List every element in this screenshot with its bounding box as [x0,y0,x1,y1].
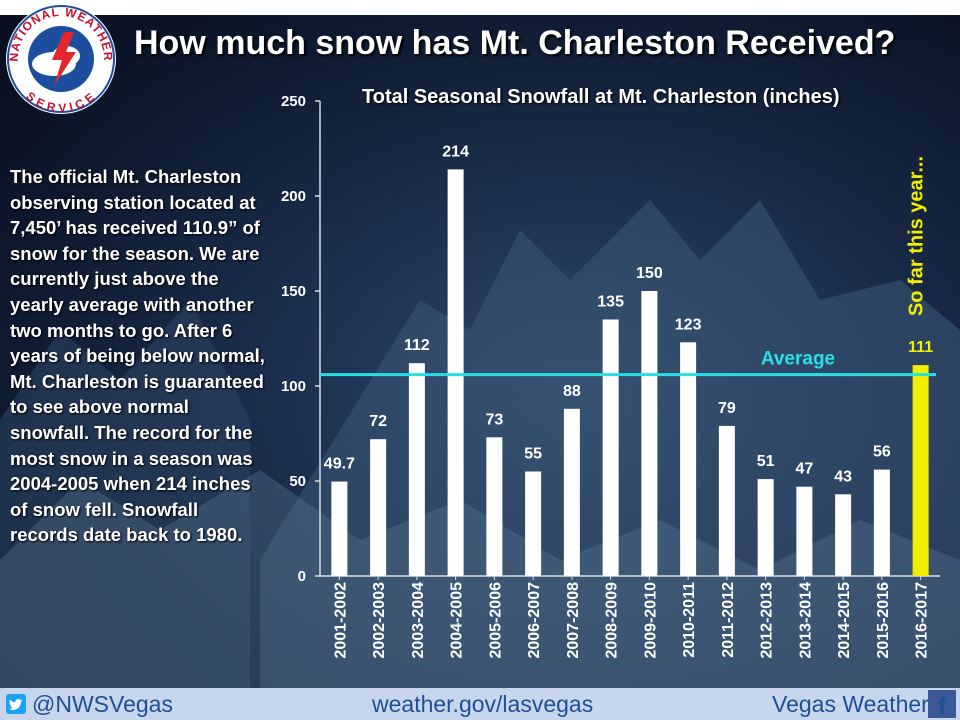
data-label: 150 [636,265,663,282]
bar [680,342,697,576]
data-label: 56 [873,444,891,461]
data-label: 135 [597,294,624,311]
data-label: 112 [404,337,430,354]
y-tick-label: 100 [281,378,306,395]
x-tick-label: 2014-2015 [836,582,853,659]
bar [602,319,619,576]
annotation-so-far: So far this year... [906,156,928,316]
snowfall-chart: 49.7 72 112 214 73 55 88 135 150 123 79 51 47 43 56 111… [281,93,940,659]
facebook-icon[interactable]: f [928,690,956,719]
y-tick-label: 200 [281,188,306,205]
bar [641,291,658,576]
x-tick-label: 2011-2012 [720,582,737,658]
data-label: 88 [563,383,581,400]
x-tick-label: 2002-2003 [371,582,388,659]
bar [718,425,735,576]
bar [835,494,852,576]
page-title: How much snow has Mt. Charleston Receive… [134,24,896,62]
x-tick-label: 2008-2009 [604,582,621,659]
bar [408,363,425,576]
bar [563,408,580,576]
facebook-page[interactable]: Vegas Weather [772,691,929,717]
bar [525,471,542,576]
x-tick-label: 2005-2006 [487,582,504,659]
chart-title: Total Seasonal Snowfall at Mt. Charlesto… [362,86,840,108]
x-tick-label: 2013-2014 [797,582,814,659]
x-tick-label: 2007-2008 [565,582,582,659]
data-label: 72 [369,413,387,430]
x-tick-label: 2012-2013 [759,582,776,659]
data-label: 47 [795,461,813,478]
bar [331,481,348,576]
y-tick-label: 0 [298,568,306,585]
top-bar [0,0,960,15]
data-label: 79 [718,400,736,417]
data-label: 214 [442,143,469,160]
data-label: 55 [524,446,542,463]
average-label: Average [761,349,835,370]
y-tick-label: 150 [281,283,306,300]
bar [486,437,503,576]
x-tick-label: 2009-2010 [642,582,659,659]
description-text: The official Mt. Charleston observing st… [10,166,265,546]
x-tick-label: 2016-2017 [914,582,931,659]
bar [757,479,774,576]
footer: @NWSVegas weather.gov/lasvegas Vegas Wea… [0,688,960,720]
bar [370,439,387,576]
twitter-icon[interactable] [6,694,26,714]
facebook-icon-letter: f [938,693,946,719]
bar [873,469,890,576]
website-link[interactable]: weather.gov/lasvegas [372,691,594,717]
y-tick-label: 50 [289,473,306,490]
x-tick-label: 2010-2011 [681,582,698,658]
bar-current-season [912,365,929,576]
data-label: 73 [485,411,503,428]
x-tick-label: 2006-2007 [526,582,543,659]
data-label: 43 [834,468,852,485]
bar [796,486,813,576]
x-tick-label: 2001-2002 [332,582,349,659]
x-tick-label: 2015-2016 [875,582,892,659]
nws-logo: NATIONAL WEATHER SERVICE [6,4,116,115]
bar [447,169,464,576]
twitter-handle[interactable]: @NWSVegas [32,691,173,717]
data-label: 111 [908,339,933,356]
x-tick-label: 2003-2004 [410,582,427,659]
y-tick-label: 250 [281,93,306,110]
data-label: 51 [757,453,775,470]
data-label: 123 [675,316,702,333]
data-label: 49.7 [324,456,355,473]
x-tick-label: 2004-2005 [449,582,466,659]
